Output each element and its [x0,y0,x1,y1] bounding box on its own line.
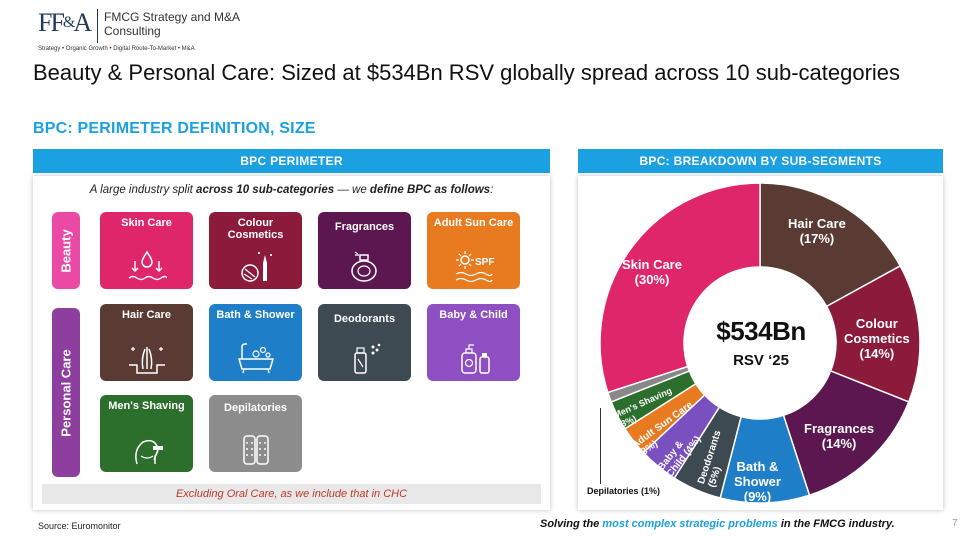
perimeter-panel-header: BPC PERIMETER [33,149,550,173]
bathtub-icon [237,343,274,374]
logo-company-name: FMCG Strategy and M&A Consulting [104,10,240,38]
exclusion-note: Excluding Oral Care, as we include that … [42,484,541,504]
donut-center-value: $534Bn [716,316,806,346]
perimeter-panel: A large industry split across 10 sub-cat… [33,176,550,510]
source-note: Source: Euromonitor [38,521,121,531]
shaving-face-icon [134,439,163,465]
hair-care-label: Hair Care (17%) [788,216,846,246]
breakdown-panel-header: BPC: BREAKDOWN BY SUB-SEGMENTS [578,149,943,173]
tile-label: Baby & Child [439,309,508,321]
tile-label: Bath & Shower [216,309,295,321]
bath-shower-label: Bath & Shower (9%) [734,459,781,504]
spray-can-icon [353,343,380,374]
tile-label: Men's Shaving [108,400,185,412]
sub-segment-donut-chart [599,182,921,504]
hair-follicle-icon [128,347,165,374]
tile-colour-cosmetics: Colour Cosmetics [209,212,302,289]
tile-hair-care: Hair Care [100,304,193,381]
donut-center-subtitle: RSV ‘25 [733,352,789,369]
perfume-bottle-icon [350,251,377,282]
tile-label: Colour Cosmetics [227,217,284,241]
water-drops-icon [128,250,167,281]
company-logo: FF&A FMCG Strategy and M&A Consulting St… [38,6,239,54]
tile-depilatories: Depilatories [209,395,302,472]
depilatories-callout-line [600,408,601,484]
tile-adult-sun-care: Adult Sun Care SPF [427,212,520,289]
tile-label: Depilatories [224,402,287,414]
fragrances-label: Fragrances (14%) [804,421,875,451]
tile-label: Skin Care [121,217,172,229]
beauty-group-label: Beauty [52,212,80,289]
tile-label: Adult Sun Care [433,217,514,229]
footer-tagline: Solving the most complex strategic probl… [540,518,895,530]
logo-divider [97,9,98,43]
tile-bath-shower: Bath & Shower [209,304,302,381]
section-subtitle: BPC: PERIMETER DEFINITION, SIZE [33,120,316,137]
page-title: Beauty & Personal Care: Sized at $534Bn … [33,60,901,85]
wax-strips-icon [242,435,269,465]
tile-mens-shaving: Men's Shaving [100,395,193,472]
perimeter-intro: A large industry split across 10 sub-cat… [89,184,494,196]
page-number: 7 [952,518,958,529]
personal-care-group-label: Personal Care [52,308,80,477]
logo-tagline: Strategy • Organic Growth • Digital Rout… [38,46,195,52]
sun-spf-icon: SPF [455,251,494,283]
tile-label: Deodorants [333,313,396,325]
tile-label: Fragrances [334,221,395,233]
logo-mark: FF&A [38,8,92,37]
tile-deodorants: Deodorants [318,304,411,381]
baby-lotion-icon [460,344,490,374]
tile-skin-care: Skin Care [100,212,193,289]
makeup-brush-icon [240,252,272,282]
colour-cosmetics-label: Colour Cosmetics (14%) [844,316,910,361]
svg-text:SPF: SPF [475,257,494,268]
breakdown-panel: $534Bn RSV ‘25 Hair Care (17%) Colour Cosm… [578,176,943,510]
tile-baby-child: Baby & Child [427,304,520,381]
tile-label: Hair Care [122,309,171,321]
donut-slice-hair-care [759,182,902,308]
depilatories-callout: Depilatories (1%) [587,486,661,496]
skin-care-label: Skin Care (30%) [622,257,682,287]
donut-slice-skin-care [599,182,761,394]
tile-fragrances: Fragrances [318,212,411,289]
